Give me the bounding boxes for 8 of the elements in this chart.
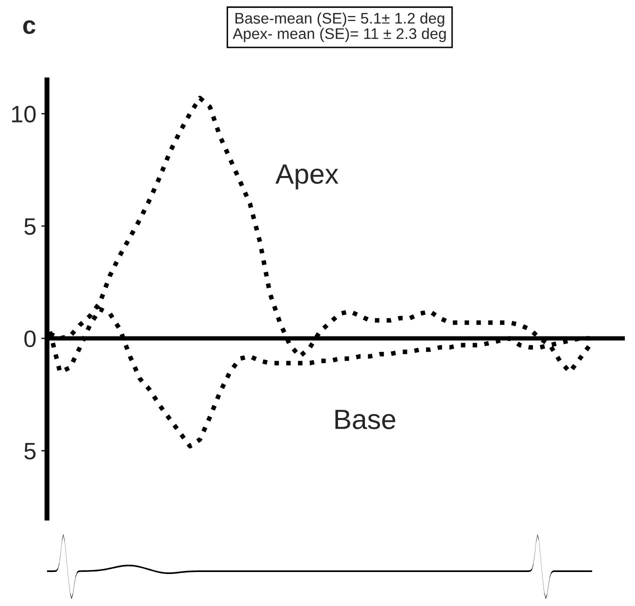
y-tick-label: 10 [12, 106, 36, 122]
y-tick-label: 0 [24, 330, 36, 348]
y-tick-label: 5 [24, 218, 36, 235]
text: Base-mean (SE)= 5.1± 1.2 deg Apex- mean (SE)= 11 ± 2.3 deg [232, 12, 446, 42]
chart-title: c [23, 20, 36, 34]
series-label: Apex [275, 164, 338, 190]
y-tick-label: 5 [24, 443, 36, 460]
series-label: Base [335, 410, 396, 430]
